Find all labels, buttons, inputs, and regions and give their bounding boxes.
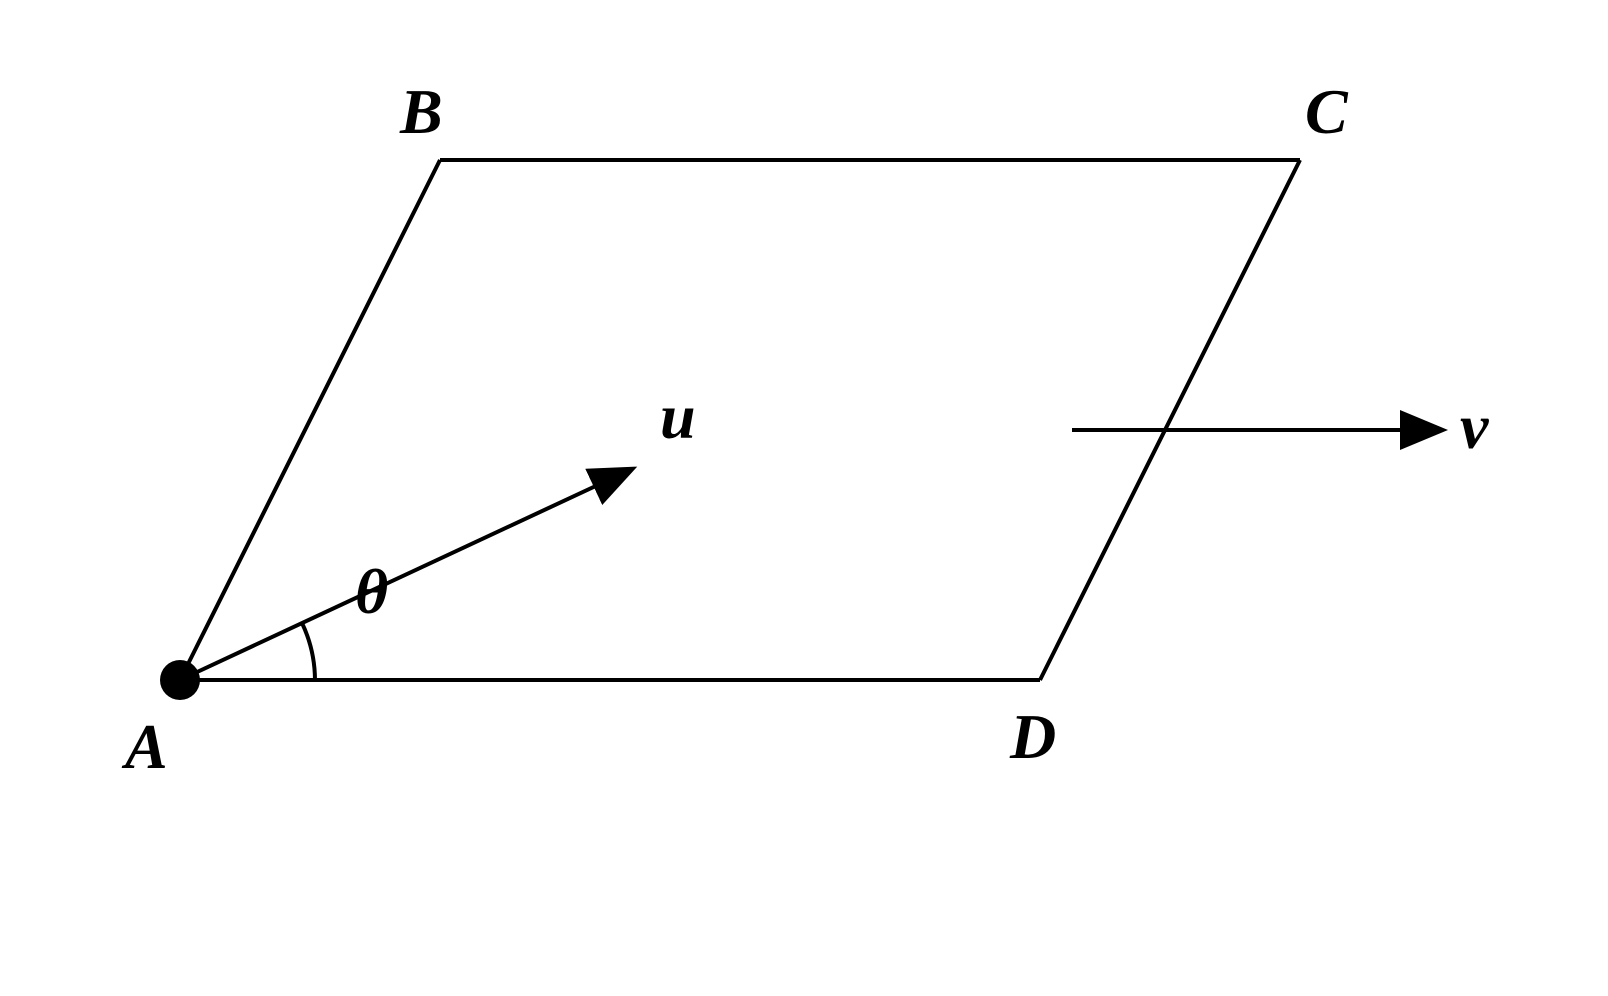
- side-CD: [1040, 160, 1300, 680]
- point-A: [160, 660, 200, 700]
- label-B: B: [400, 75, 443, 149]
- vector-u: [180, 470, 630, 680]
- label-u: u: [660, 380, 696, 454]
- side-AB: [180, 160, 440, 680]
- diagram-svg: [0, 0, 1608, 996]
- label-A: A: [125, 710, 168, 784]
- label-D: D: [1010, 700, 1056, 774]
- label-v: v: [1460, 390, 1488, 464]
- label-C: C: [1305, 75, 1348, 149]
- label-theta: θ: [355, 555, 388, 629]
- angle-arc: [302, 623, 315, 680]
